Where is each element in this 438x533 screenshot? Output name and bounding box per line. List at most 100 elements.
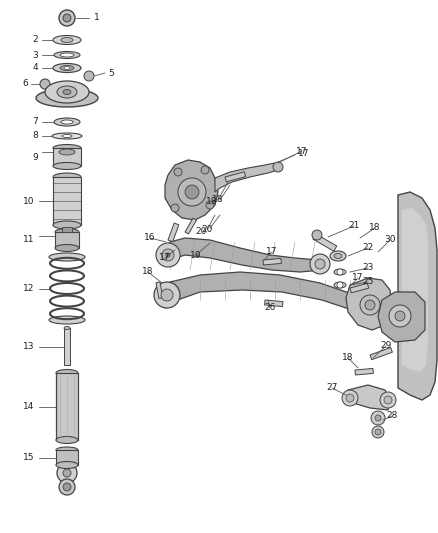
Text: 17: 17: [298, 149, 310, 157]
Ellipse shape: [56, 369, 78, 376]
Text: 25: 25: [362, 278, 374, 287]
Text: 13: 13: [22, 342, 34, 351]
Bar: [56, 450, 78, 465]
Text: 18: 18: [369, 223, 381, 232]
Text: 9: 9: [32, 152, 38, 161]
Polygon shape: [378, 292, 425, 342]
Ellipse shape: [334, 254, 342, 259]
Circle shape: [312, 230, 322, 240]
Text: 26: 26: [264, 303, 276, 312]
Ellipse shape: [334, 282, 346, 288]
Circle shape: [59, 10, 75, 26]
Circle shape: [57, 463, 77, 483]
Text: 30: 30: [384, 236, 396, 245]
Ellipse shape: [53, 163, 81, 169]
Ellipse shape: [62, 134, 72, 138]
Bar: [265, 300, 283, 306]
Circle shape: [384, 396, 392, 404]
Ellipse shape: [36, 89, 98, 107]
Text: 11: 11: [22, 236, 34, 245]
Text: 17: 17: [266, 247, 278, 256]
Circle shape: [372, 426, 384, 438]
Bar: [64, 328, 70, 365]
Circle shape: [166, 253, 170, 257]
Text: 18: 18: [142, 268, 154, 277]
Circle shape: [178, 178, 206, 206]
Polygon shape: [346, 278, 392, 330]
Bar: [168, 223, 179, 241]
Ellipse shape: [56, 437, 78, 443]
Circle shape: [310, 254, 330, 274]
Circle shape: [162, 249, 174, 261]
Ellipse shape: [64, 327, 70, 329]
Circle shape: [342, 390, 358, 406]
Ellipse shape: [49, 316, 85, 324]
Text: 28: 28: [386, 411, 398, 421]
Circle shape: [346, 394, 354, 402]
Text: 15: 15: [22, 454, 34, 463]
Ellipse shape: [53, 144, 81, 151]
Text: 8: 8: [32, 132, 38, 141]
Circle shape: [161, 289, 173, 301]
Circle shape: [174, 168, 182, 176]
Ellipse shape: [60, 66, 74, 70]
Text: 18: 18: [342, 353, 354, 362]
Circle shape: [375, 415, 381, 421]
Bar: [370, 348, 392, 360]
Circle shape: [375, 429, 381, 435]
Text: 18: 18: [205, 198, 217, 206]
Polygon shape: [402, 208, 428, 372]
Text: 16: 16: [144, 233, 156, 243]
Ellipse shape: [54, 118, 80, 126]
Ellipse shape: [57, 86, 77, 98]
Circle shape: [380, 392, 396, 408]
Text: 17: 17: [296, 147, 308, 156]
Circle shape: [395, 311, 405, 321]
Text: 20: 20: [201, 225, 213, 235]
Ellipse shape: [45, 81, 89, 103]
Text: 3: 3: [32, 51, 38, 60]
Ellipse shape: [53, 36, 81, 44]
Circle shape: [206, 201, 214, 209]
Circle shape: [185, 185, 199, 199]
Text: 6: 6: [22, 79, 28, 88]
Text: 7: 7: [32, 117, 38, 126]
Text: 23: 23: [362, 263, 374, 272]
Ellipse shape: [53, 173, 81, 181]
Circle shape: [201, 166, 209, 174]
Ellipse shape: [60, 53, 74, 57]
Circle shape: [84, 71, 94, 81]
Polygon shape: [215, 163, 278, 192]
Circle shape: [337, 269, 343, 275]
Ellipse shape: [54, 52, 80, 59]
Text: 20: 20: [196, 227, 207, 236]
Circle shape: [337, 282, 343, 288]
Bar: [53, 148, 81, 166]
Circle shape: [40, 79, 50, 89]
Bar: [355, 368, 373, 375]
Ellipse shape: [53, 221, 81, 229]
Circle shape: [389, 305, 411, 327]
Text: 21: 21: [348, 222, 360, 230]
Bar: [185, 218, 197, 234]
Polygon shape: [165, 160, 218, 220]
Ellipse shape: [64, 67, 70, 69]
Bar: [53, 177, 81, 225]
Ellipse shape: [53, 63, 81, 72]
Circle shape: [63, 469, 71, 477]
Text: 5: 5: [108, 69, 114, 77]
Text: 1: 1: [94, 13, 100, 22]
Ellipse shape: [55, 229, 79, 236]
Bar: [350, 284, 369, 293]
Text: 17: 17: [352, 273, 364, 282]
Ellipse shape: [56, 447, 78, 453]
Text: 10: 10: [22, 197, 34, 206]
Circle shape: [63, 483, 71, 491]
Circle shape: [154, 282, 180, 308]
Text: 22: 22: [362, 244, 374, 253]
Bar: [156, 282, 163, 298]
Ellipse shape: [334, 269, 346, 275]
Bar: [263, 259, 281, 265]
Text: 29: 29: [380, 342, 392, 351]
Text: 14: 14: [23, 402, 34, 411]
